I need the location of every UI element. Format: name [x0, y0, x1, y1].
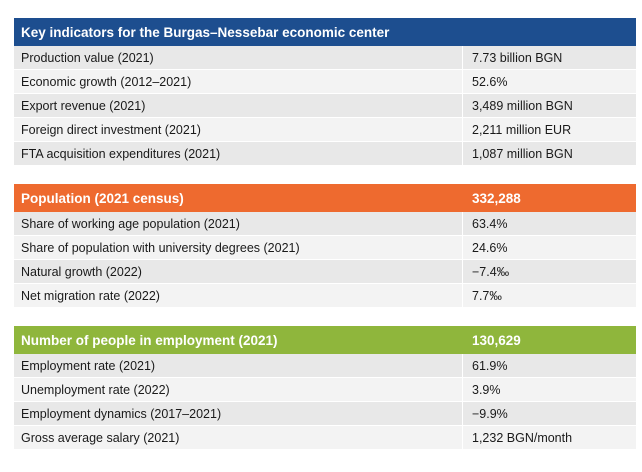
table-row: Share of population with university degr… — [14, 236, 636, 260]
table-row: Production value (2021) 7.73 billion BGN — [14, 46, 636, 70]
table-row: Net migration rate (2022) 7.7‰ — [14, 284, 636, 308]
employment-header: Number of people in employment (2021) 13… — [14, 326, 636, 354]
row-label: Net migration rate (2022) — [14, 284, 463, 307]
row-value: 52.6% — [472, 74, 508, 89]
row-label: Economic growth (2012–2021) — [14, 70, 463, 93]
row-value: −7.4‰ — [472, 264, 510, 279]
table-row: Natural growth (2022) −7.4‰ — [14, 260, 636, 284]
table-row: Foreign direct investment (2021) 2,211 m… — [14, 118, 636, 142]
row-value: 3.9% — [472, 382, 501, 397]
population-table: Population (2021 census) 332,288 Share o… — [14, 184, 636, 308]
table-row: FTA acquisition expenditures (2021) 1,08… — [14, 142, 636, 166]
row-label: Employment dynamics (2017–2021) — [14, 402, 463, 425]
row-label: Unemployment rate (2022) — [14, 378, 463, 401]
row-label: Natural growth (2022) — [14, 260, 463, 283]
row-value: −9.9% — [472, 406, 508, 421]
row-value: 61.9% — [472, 358, 508, 373]
row-value: 1,232 BGN/month — [472, 430, 573, 445]
row-label: Employment rate (2021) — [14, 354, 463, 377]
row-value: 7.73 billion BGN — [472, 50, 563, 65]
header-value: 332,288 — [472, 190, 521, 206]
row-value: 1,087 million BGN — [472, 146, 573, 161]
indicator-tables: Key indicators for the Burgas–Nessebar e… — [14, 18, 636, 468]
table-row: Gross average salary (2021) 1,232 BGN/mo… — [14, 426, 636, 450]
row-label: Foreign direct investment (2021) — [14, 118, 463, 141]
row-label: Export revenue (2021) — [14, 94, 463, 117]
row-value: 7.7‰ — [472, 288, 502, 303]
table-row: Employment dynamics (2017–2021) −9.9% — [14, 402, 636, 426]
header-title: Key indicators for the Burgas–Nessebar e… — [21, 24, 390, 40]
row-value: 3,489 million BGN — [472, 98, 573, 113]
employment-table: Number of people in employment (2021) 13… — [14, 326, 636, 450]
row-label: Share of working age population (2021) — [14, 212, 463, 235]
row-label: Share of population with university degr… — [14, 236, 463, 259]
row-label: Gross average salary (2021) — [14, 426, 463, 449]
row-value: 24.6% — [472, 240, 508, 255]
key-indicators-header: Key indicators for the Burgas–Nessebar e… — [14, 18, 636, 46]
key-indicators-table: Key indicators for the Burgas–Nessebar e… — [14, 18, 636, 166]
table-row: Export revenue (2021) 3,489 million BGN — [14, 94, 636, 118]
table-row: Economic growth (2012–2021) 52.6% — [14, 70, 636, 94]
row-value: 63.4% — [472, 216, 508, 231]
row-label: FTA acquisition expenditures (2021) — [14, 142, 463, 165]
table-row: Unemployment rate (2022) 3.9% — [14, 378, 636, 402]
header-title: Number of people in employment (2021) — [21, 332, 278, 348]
header-value: 130,629 — [472, 332, 521, 348]
row-label: Production value (2021) — [14, 46, 463, 69]
row-value: 2,211 million EUR — [472, 122, 572, 137]
population-header: Population (2021 census) 332,288 — [14, 184, 636, 212]
table-row: Employment rate (2021) 61.9% — [14, 354, 636, 378]
header-title: Population (2021 census) — [21, 190, 184, 206]
table-row: Share of working age population (2021) 6… — [14, 212, 636, 236]
